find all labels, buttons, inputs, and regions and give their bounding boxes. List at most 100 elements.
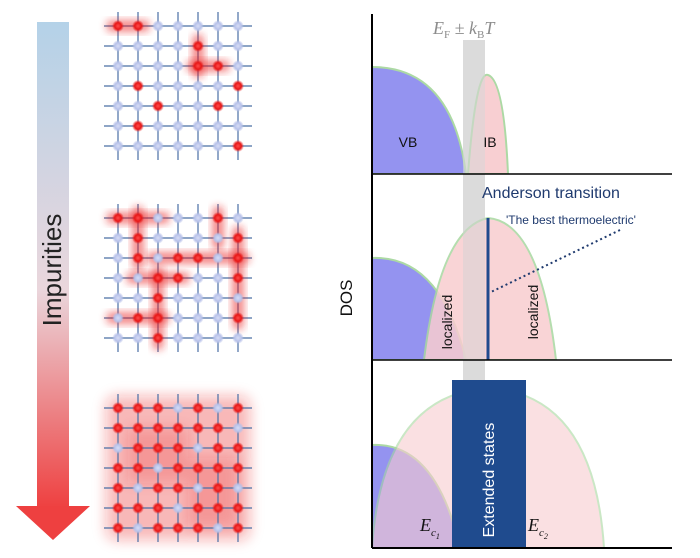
impurity-site	[212, 482, 224, 494]
lattice-site	[172, 100, 184, 112]
impurity-site	[132, 212, 144, 224]
impurity-site	[192, 422, 204, 434]
impurity-site	[152, 442, 164, 454]
lattice-site	[112, 120, 124, 132]
impurity-site	[152, 332, 164, 344]
lattice-site	[212, 312, 224, 324]
impurity-site	[112, 20, 124, 32]
impurity-site	[132, 402, 144, 414]
lattice-site	[112, 40, 124, 52]
lattice-site	[112, 312, 124, 324]
impurity-site	[152, 502, 164, 514]
svg-text:Ec2: Ec2	[527, 515, 548, 541]
impurity-site	[172, 252, 184, 264]
impurity-site	[112, 482, 124, 494]
impurity-site	[192, 502, 204, 514]
lattice-site	[112, 100, 124, 112]
lattice-site	[132, 332, 144, 344]
lattice-site	[212, 120, 224, 132]
impurity-site	[172, 462, 184, 474]
lattice-site	[172, 40, 184, 52]
dos-bottom-panel	[372, 360, 606, 548]
lattice-site	[192, 482, 204, 494]
impurity-site	[232, 252, 244, 264]
impurity-site	[132, 442, 144, 454]
impurity-site	[212, 502, 224, 514]
impurity-site	[232, 502, 244, 514]
impurity-site	[232, 522, 244, 534]
lattice-site	[212, 272, 224, 284]
lattice-site	[152, 20, 164, 32]
lattice-site	[192, 272, 204, 284]
impurity-site	[152, 482, 164, 494]
dos-axis-label: DOS	[337, 280, 356, 317]
impurity-site	[192, 40, 204, 52]
extended-states-region	[452, 380, 526, 548]
lattice-site	[232, 212, 244, 224]
lattice-site	[172, 402, 184, 414]
lattice-site	[212, 332, 224, 344]
ib-label: IB	[483, 134, 496, 150]
impurity-site	[112, 402, 124, 414]
lattice-site	[212, 522, 224, 534]
lattice-site	[152, 80, 164, 92]
lattice-site	[112, 140, 124, 152]
impurity-site	[172, 442, 184, 454]
extended-states-label: Extended states	[481, 423, 498, 538]
lattice-site	[132, 100, 144, 112]
lattice-site	[172, 60, 184, 72]
lattice-site	[232, 120, 244, 132]
lattice-site	[112, 80, 124, 92]
impurity-site	[212, 442, 224, 454]
lattice-site	[192, 100, 204, 112]
lattice-site	[232, 100, 244, 112]
impurity-site	[172, 482, 184, 494]
lattice-site	[212, 140, 224, 152]
lattice-site	[192, 120, 204, 132]
impurity-site	[132, 20, 144, 32]
impurity-site	[132, 422, 144, 434]
ec1-label: Ec1	[419, 515, 440, 541]
lattice-site	[112, 252, 124, 264]
lattice-site	[232, 422, 244, 434]
lattice-site	[152, 120, 164, 132]
lattice-site	[112, 292, 124, 304]
impurity-site	[132, 462, 144, 474]
lattice-site	[172, 502, 184, 514]
lattice-site	[132, 292, 144, 304]
impurity-site	[212, 100, 224, 112]
lattice-site	[112, 272, 124, 284]
lattice-site	[152, 140, 164, 152]
impurity-site	[132, 252, 144, 264]
impurity-site	[112, 212, 124, 224]
lattice-site	[232, 60, 244, 72]
lattice-stage-medium	[104, 204, 252, 352]
arrow-label: Impurities	[37, 214, 67, 327]
lattice-site	[212, 252, 224, 264]
lattice-site	[132, 140, 144, 152]
lattice-site	[192, 20, 204, 32]
lattice-site	[132, 482, 144, 494]
impurity-site	[212, 422, 224, 434]
impurity-site	[192, 252, 204, 264]
valence-band	[372, 65, 468, 174]
impurity-site	[232, 402, 244, 414]
localized-right-label: localized	[525, 285, 541, 339]
lattice-site	[152, 60, 164, 72]
localized-left-label: localized	[439, 295, 455, 349]
dos-middle-panel	[372, 174, 558, 360]
lattice-site	[192, 292, 204, 304]
lattice-site	[192, 212, 204, 224]
lattice-stage-high	[104, 394, 252, 542]
lattice-site	[212, 232, 224, 244]
impurity-site	[132, 502, 144, 514]
annotation-pointer	[490, 229, 621, 293]
impurity-site	[152, 292, 164, 304]
impurity-site	[192, 462, 204, 474]
impurity-site	[232, 312, 244, 324]
impurity-site	[192, 402, 204, 414]
lattice-site	[212, 40, 224, 52]
lattice-site	[232, 40, 244, 52]
impurities-arrow: Impurities	[16, 22, 90, 540]
